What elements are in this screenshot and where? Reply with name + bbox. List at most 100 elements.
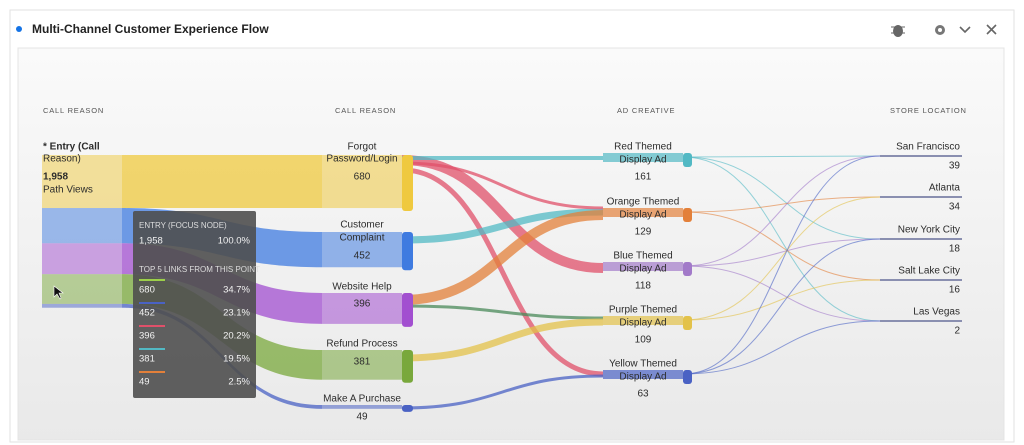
node-label: New York City <box>898 225 960 236</box>
node-label: Reason) <box>43 154 81 165</box>
node-label: Orange Themed <box>607 197 680 208</box>
flow-line <box>682 211 881 281</box>
close-icon[interactable] <box>986 24 997 35</box>
entry-band <box>42 208 122 244</box>
node-bar <box>322 232 402 268</box>
node-label: Display Ad <box>619 372 666 383</box>
tooltip-heading: ENTRY (FOCUS NODE) <box>139 221 227 230</box>
flow-line <box>401 304 604 320</box>
collapse-icon[interactable] <box>959 26 971 34</box>
node-label: Yellow Themed <box>609 359 677 370</box>
tooltip-link-value: 396 <box>139 331 155 342</box>
node-label: Red Themed <box>614 142 672 153</box>
flow-line <box>682 156 881 240</box>
nodes: CALL REASON CALL REASON AD CREATIVE STORE L… <box>42 106 967 423</box>
settings-icon[interactable] <box>935 25 945 35</box>
flow <box>122 155 322 209</box>
node-edge <box>683 370 692 384</box>
tooltip-value: 1,958 <box>139 236 163 247</box>
flow-line <box>682 155 881 375</box>
node-edge <box>402 405 413 412</box>
column-heading: AD CREATIVE <box>617 106 675 115</box>
node-label: Display Ad <box>619 210 666 221</box>
node-value: 16 <box>949 285 961 296</box>
node-label: San Francisco <box>896 142 960 153</box>
node-bar <box>603 208 683 217</box>
bug-icon[interactable] <box>891 25 905 37</box>
node-value: 129 <box>635 227 652 238</box>
entry-band <box>42 303 122 308</box>
node-label: Website Help <box>332 282 392 293</box>
status-dot <box>16 26 22 32</box>
node-label: Complaint <box>339 233 384 244</box>
node-label: Purple Themed <box>609 305 677 316</box>
node-edge <box>683 153 692 167</box>
entry-band <box>42 243 122 275</box>
node-edge <box>683 316 692 330</box>
node-bar <box>322 293 402 324</box>
node-value: 39 <box>949 161 961 172</box>
node-bar <box>603 153 683 162</box>
node-value: 161 <box>635 172 652 183</box>
node-value: 18 <box>949 244 961 255</box>
tooltip-link-value: 452 <box>139 308 155 319</box>
node-value: 49 <box>356 412 368 423</box>
tooltip-heading: TOP 5 LINKS FROM THIS POINT <box>139 265 260 274</box>
column-heading: CALL REASON <box>43 106 104 115</box>
flow-line <box>682 155 881 267</box>
flow-line <box>682 196 881 321</box>
node-value: 109 <box>635 335 652 346</box>
node-bar <box>322 155 402 209</box>
flow-line <box>401 374 604 410</box>
node-label: * Entry (Call <box>43 142 100 153</box>
node-label: Display Ad <box>619 155 666 166</box>
node-edge <box>402 155 413 212</box>
node-label: Atlanta <box>929 183 961 194</box>
flow-line <box>401 161 604 210</box>
flow-line <box>401 210 604 305</box>
node-bar <box>603 262 683 271</box>
node-bar <box>322 405 402 409</box>
tooltip-link-percent: 2.5% <box>228 377 250 388</box>
flow-line <box>682 265 881 322</box>
node-value: 118 <box>635 281 651 292</box>
node-value: 680 <box>354 172 371 183</box>
node-value: 1,958 <box>43 172 68 183</box>
node-value: 63 <box>637 389 649 400</box>
column-heading: CALL REASON <box>335 106 396 115</box>
node-edge <box>402 293 413 327</box>
flow-line <box>401 208 604 244</box>
flow-line <box>682 196 881 213</box>
node-bar <box>603 316 683 325</box>
node-label: Display Ad <box>619 264 666 275</box>
tooltip-link-value: 49 <box>139 377 150 388</box>
flow-line <box>682 238 881 375</box>
node-value: 396 <box>354 299 371 310</box>
panel-border <box>9 9 1015 443</box>
node-value: 34 <box>949 202 961 213</box>
flow-line <box>682 156 881 322</box>
tooltip-link-value: 680 <box>139 285 155 296</box>
flow-line <box>682 155 881 158</box>
tooltip-link-percent: 20.2% <box>223 331 250 342</box>
cursor <box>53 285 64 300</box>
node-caption: Path Views <box>43 185 93 196</box>
node-edge <box>402 350 413 383</box>
tooltip-box <box>133 211 256 398</box>
flow-line <box>682 279 881 321</box>
tooltip-link-percent: 19.5% <box>223 354 250 365</box>
node-bar <box>322 350 402 380</box>
node-label: Blue Themed <box>613 251 672 262</box>
node-edge <box>683 262 692 276</box>
node-value: 452 <box>354 251 371 262</box>
flow-line <box>401 318 604 362</box>
tooltip-link-percent: 23.1% <box>223 308 250 319</box>
node-edge <box>683 208 692 222</box>
tooltip-link-percent: 34.7% <box>223 285 250 296</box>
flow-line <box>682 320 881 375</box>
column-heading: STORE LOCATION <box>890 106 967 115</box>
node-bar <box>603 370 683 379</box>
node-edge <box>402 232 413 271</box>
